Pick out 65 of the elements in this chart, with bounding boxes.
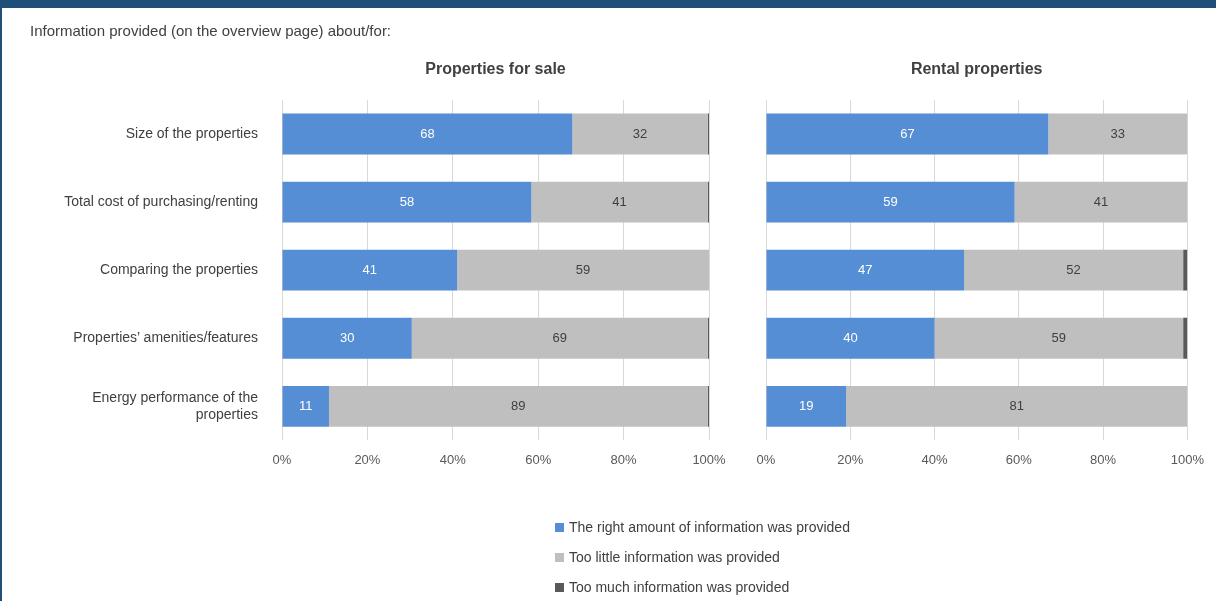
bar [328,385,708,427]
y-tick-label: Energy performance of the properties [92,388,259,422]
data-label: 58 [399,193,415,209]
x-tick-label: 20% [354,451,381,467]
bar [457,249,709,291]
bar [282,249,458,291]
y-tick-label: Size of the properties [125,124,258,141]
data-label: 30 [339,329,355,345]
data-label: 69 [552,329,567,345]
chart-title: Rental properties [910,60,1043,78]
bar [282,113,573,155]
data-label: 81 [1009,397,1024,413]
bar [846,385,1188,427]
data-label: 47 [858,261,873,277]
bar [766,181,1015,223]
bar [572,113,708,155]
x-tick-label: 80% [1090,451,1117,467]
bar [766,249,965,291]
bar [766,385,847,427]
bar [964,249,1184,291]
bar [1183,249,1188,291]
bar [1014,181,1188,223]
x-tick-label: 0% [756,451,776,467]
data-label: 19 [799,397,814,413]
legend-label: Too little information was provided [569,549,780,565]
data-label: 41 [612,193,627,209]
data-label: 67 [900,125,915,141]
data-label: 33 [1110,125,1126,141]
bar [1183,317,1188,359]
bar [411,317,708,359]
data-label: 41 [362,261,378,277]
chart-title: Properties for sale [425,60,566,78]
bar [282,317,412,359]
x-tick-label: 60% [525,451,552,467]
data-label: 59 [575,261,591,277]
data-label: 11 [298,397,313,413]
text: Information provided (on the overview page) about/for: [30,22,392,39]
y-tick-label: Comparing the properties [100,261,258,278]
x-tick-label: 20% [837,451,864,467]
data-label: 52 [1066,261,1081,277]
data-label: 59 [883,193,898,209]
bar [531,181,708,223]
x-tick-label: 40% [439,451,467,467]
x-tick-label: 80% [610,451,638,467]
bar [282,181,532,223]
data-label: 59 [1051,329,1067,345]
bar [282,385,329,427]
y-tick-label: Properties’ amenities/features [73,329,258,346]
data-label: 41 [1093,193,1109,209]
x-tick-label: 40% [921,451,948,467]
x-tick-label: 0% [272,451,292,467]
x-tick-label: 100% [1170,451,1205,467]
data-label: 68 [420,125,435,141]
x-tick-label: 100% [692,451,727,467]
data-label: 89 [511,397,526,413]
legend-label: The right amount of information was provided [569,519,850,535]
bar [934,317,1184,359]
bar [1048,113,1188,155]
x-tick-label: 60% [1005,451,1033,467]
bar [766,113,1049,155]
legend-label: Too much information was provided [569,579,790,595]
bar [766,317,935,359]
y-tick-label: Total cost of purchasing/renting [64,192,258,209]
data-label: 40 [843,329,858,345]
data-label: 32 [632,125,648,141]
